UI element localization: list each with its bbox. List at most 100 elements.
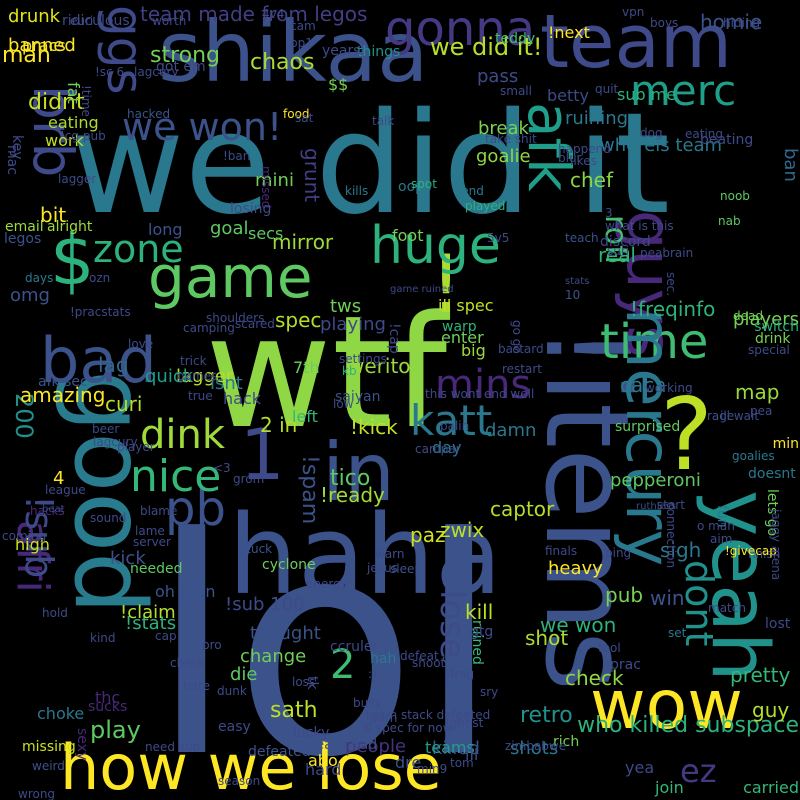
word: talk	[372, 114, 395, 128]
word: start	[657, 498, 685, 512]
word: days	[25, 271, 54, 285]
word: 10	[565, 288, 581, 302]
word: banned	[8, 35, 76, 56]
word: what is this	[605, 219, 674, 233]
word: team stack defeated	[366, 708, 491, 722]
word: special	[748, 343, 790, 357]
word: sry	[480, 685, 499, 699]
word: rage	[707, 409, 735, 423]
word: shikaa	[158, 3, 429, 101]
word: left	[292, 407, 318, 426]
word: blur	[558, 151, 582, 165]
word: zwix	[440, 518, 485, 542]
word: needed	[130, 561, 183, 577]
word: hacks	[30, 504, 65, 518]
word: likes	[570, 154, 597, 168]
word: !stats	[125, 613, 177, 634]
word: lol	[150, 474, 501, 800]
word: mini	[255, 170, 294, 191]
word: check	[565, 666, 624, 690]
word: jesus	[367, 561, 398, 575]
word: low	[333, 397, 354, 411]
word: 2 in	[260, 413, 298, 437]
word: hack	[223, 389, 262, 408]
word: tico	[330, 466, 371, 491]
word: thc	[95, 688, 121, 707]
word: team	[540, 0, 732, 85]
word: camping	[183, 321, 235, 335]
word: suri	[607, 244, 630, 258]
word: ?	[660, 376, 714, 493]
word: goalie	[476, 146, 531, 167]
word: 4v4	[262, 7, 285, 21]
word: this wont end well	[425, 387, 535, 401]
word: secs	[248, 224, 284, 243]
word: lagcury	[93, 435, 138, 449]
word: amazing	[20, 383, 106, 407]
word: got em	[156, 59, 206, 75]
word: bully	[353, 696, 382, 710]
word: things	[357, 44, 401, 60]
word: we won	[540, 613, 617, 637]
word: !next	[548, 23, 590, 42]
word: campar	[415, 442, 461, 456]
word: pepperoni	[610, 470, 701, 491]
word: ill spec for now	[362, 721, 453, 735]
word: kb	[342, 364, 357, 378]
word: pp1	[290, 36, 313, 50]
word: time	[600, 314, 709, 370]
word: dre	[395, 753, 422, 772]
word: doesnt	[748, 466, 796, 482]
word: hacked	[127, 107, 171, 121]
word: missing	[22, 739, 76, 755]
word: who killed subspace	[577, 713, 799, 738]
word: quick	[145, 366, 194, 387]
word: we did it!	[430, 33, 543, 61]
word: captor	[490, 497, 555, 521]
word: trick	[180, 354, 207, 368]
word: omg	[10, 285, 50, 306]
word: afk sec	[38, 374, 88, 390]
word: ill wait	[720, 409, 760, 423]
word: quit	[595, 82, 619, 96]
word: loss	[292, 675, 316, 689]
word: !kick	[350, 415, 398, 439]
word: chaos	[250, 50, 315, 75]
word: thought	[250, 623, 321, 644]
word: played	[465, 199, 506, 213]
word: werito	[348, 354, 411, 378]
word: ping	[605, 546, 632, 560]
word: min	[772, 436, 799, 452]
word: team made from legos	[140, 2, 368, 26]
word: pb	[165, 481, 226, 537]
word: players	[733, 309, 799, 330]
word: tws	[330, 296, 362, 317]
word: $$	[328, 75, 349, 94]
word: nab	[718, 214, 741, 228]
word: merc	[630, 66, 737, 115]
word: lame	[135, 524, 165, 538]
word: lagger	[176, 366, 234, 387]
word: legos	[4, 231, 42, 247]
word: happend	[558, 142, 611, 156]
word: season	[218, 774, 261, 788]
word: caca	[620, 373, 667, 397]
word: sub me	[617, 85, 677, 104]
word: oops	[398, 179, 432, 195]
word: pea	[750, 404, 773, 418]
word: change	[240, 646, 307, 667]
word: !freqinfo	[630, 297, 716, 321]
word: work	[45, 131, 84, 150]
word: 5v5	[487, 231, 510, 245]
word: hiding	[723, 16, 761, 30]
word: grunt	[300, 148, 324, 203]
word: lucky	[293, 725, 330, 741]
word: teddy	[495, 31, 536, 47]
word: carried	[743, 778, 799, 797]
word: euri	[70, 14, 94, 28]
word: !claim	[120, 602, 176, 623]
word: ez	[680, 752, 717, 790]
word: zimbabwe	[505, 739, 567, 753]
word: set	[668, 626, 687, 640]
